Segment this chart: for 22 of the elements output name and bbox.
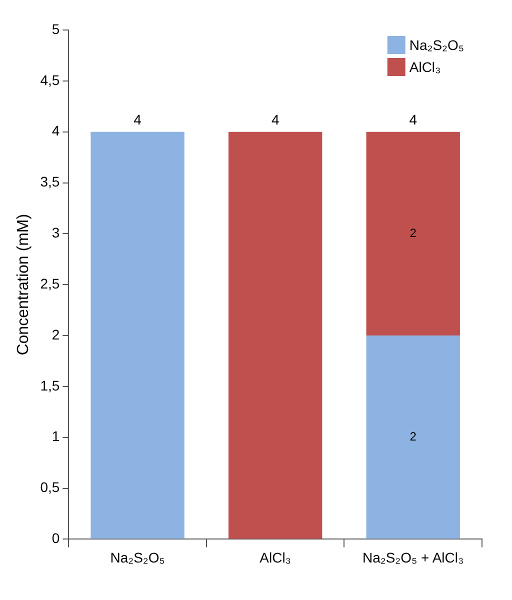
legend-label: Na₂S₂O₅: [409, 36, 464, 53]
y-tick-label: 2: [52, 326, 60, 342]
data-label: 2: [410, 226, 417, 240]
y-tick-label: 0,5: [40, 479, 60, 496]
y-tick-label: 1,5: [40, 377, 60, 394]
y-axis-title: Concentration (mM): [15, 214, 32, 356]
y-tick-label: 3,5: [40, 174, 60, 190]
total-label: 4: [134, 112, 142, 128]
y-tick-label: 1: [52, 428, 60, 444]
y-tick-label: 3: [52, 224, 60, 241]
x-tick-label: Na₂S₂O₅ + AlCl₃: [362, 549, 464, 566]
legend-label: AlCl₃: [409, 58, 441, 75]
x-tick-label: Na₂S₂O₅: [110, 549, 165, 566]
y-tick-label: 4: [52, 122, 60, 139]
y-tick-label: 4,5: [40, 72, 60, 88]
x-tick-label: AlCl₃: [260, 549, 292, 566]
total-label: 4: [409, 112, 418, 128]
y-tick-label: 0: [52, 530, 60, 546]
total-label: 4: [271, 112, 280, 128]
data-label: 2: [410, 429, 417, 444]
y-tick-label: 2,5: [40, 275, 60, 292]
y-tick-label: 5: [52, 20, 60, 37]
